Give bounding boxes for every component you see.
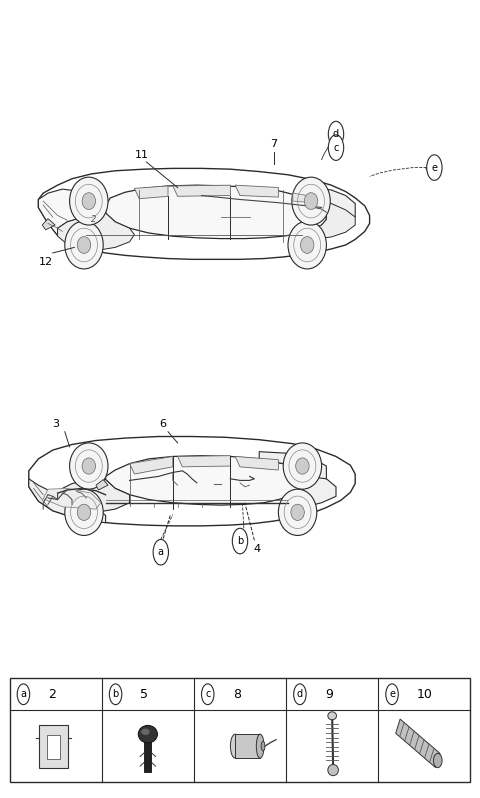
Circle shape	[294, 684, 306, 705]
Ellipse shape	[138, 725, 157, 743]
Polygon shape	[396, 719, 440, 768]
Circle shape	[232, 528, 248, 554]
Text: 5: 5	[141, 688, 148, 701]
Text: e: e	[432, 163, 437, 172]
Ellipse shape	[283, 443, 322, 489]
Ellipse shape	[291, 504, 304, 520]
Ellipse shape	[300, 236, 314, 254]
Ellipse shape	[77, 236, 91, 254]
Text: 1: 1	[155, 543, 162, 553]
Ellipse shape	[288, 221, 326, 269]
Ellipse shape	[141, 729, 150, 735]
Circle shape	[17, 684, 30, 705]
Ellipse shape	[82, 193, 96, 210]
Circle shape	[328, 121, 344, 147]
Polygon shape	[259, 452, 326, 479]
Ellipse shape	[304, 193, 318, 210]
Text: 9: 9	[325, 688, 333, 701]
Polygon shape	[134, 186, 168, 199]
Ellipse shape	[261, 741, 265, 751]
Circle shape	[109, 684, 122, 705]
Polygon shape	[106, 185, 326, 239]
Polygon shape	[58, 213, 134, 251]
Text: d: d	[297, 689, 303, 699]
Polygon shape	[58, 480, 130, 512]
FancyBboxPatch shape	[39, 725, 68, 768]
Ellipse shape	[65, 221, 103, 269]
Ellipse shape	[70, 443, 108, 489]
Polygon shape	[38, 168, 370, 259]
Circle shape	[328, 135, 344, 160]
Polygon shape	[43, 488, 101, 509]
Text: 12: 12	[38, 257, 53, 267]
Text: e: e	[389, 689, 395, 699]
Polygon shape	[130, 456, 173, 474]
Ellipse shape	[296, 458, 309, 474]
FancyBboxPatch shape	[144, 741, 151, 772]
FancyBboxPatch shape	[47, 735, 60, 759]
Polygon shape	[29, 437, 355, 526]
Polygon shape	[29, 479, 106, 523]
Text: a: a	[158, 547, 164, 557]
Ellipse shape	[328, 764, 338, 776]
Ellipse shape	[278, 489, 317, 535]
Polygon shape	[38, 189, 106, 235]
Polygon shape	[235, 456, 278, 470]
Text: 10: 10	[417, 688, 433, 701]
FancyBboxPatch shape	[235, 734, 260, 758]
Polygon shape	[178, 456, 230, 467]
Text: 7: 7	[270, 139, 277, 149]
Ellipse shape	[256, 734, 264, 758]
Text: 3: 3	[52, 419, 59, 429]
Text: 2: 2	[91, 215, 96, 224]
Ellipse shape	[230, 734, 240, 758]
Ellipse shape	[82, 458, 96, 474]
Circle shape	[427, 155, 442, 180]
Circle shape	[202, 684, 214, 705]
Text: b: b	[237, 536, 243, 546]
Text: 2: 2	[48, 688, 56, 701]
Text: b: b	[112, 689, 119, 699]
Ellipse shape	[433, 753, 442, 768]
Text: a: a	[21, 689, 26, 699]
Polygon shape	[298, 188, 355, 219]
Circle shape	[153, 539, 168, 565]
Circle shape	[386, 684, 398, 705]
Text: 6: 6	[160, 419, 167, 429]
Polygon shape	[293, 457, 317, 469]
Ellipse shape	[70, 177, 108, 225]
Polygon shape	[293, 469, 336, 508]
Polygon shape	[173, 185, 230, 196]
Ellipse shape	[65, 489, 103, 535]
Polygon shape	[235, 185, 278, 197]
Ellipse shape	[77, 504, 91, 520]
Polygon shape	[96, 480, 108, 490]
Polygon shape	[42, 219, 55, 230]
Text: d: d	[333, 129, 339, 139]
Text: 11: 11	[134, 149, 149, 160]
Ellipse shape	[292, 177, 330, 225]
Text: c: c	[205, 689, 210, 699]
Polygon shape	[298, 201, 355, 239]
Text: 4: 4	[253, 544, 260, 555]
Polygon shape	[293, 193, 312, 203]
Text: c: c	[333, 143, 339, 152]
Ellipse shape	[328, 712, 336, 720]
Polygon shape	[106, 456, 307, 505]
Text: 8: 8	[233, 688, 240, 701]
